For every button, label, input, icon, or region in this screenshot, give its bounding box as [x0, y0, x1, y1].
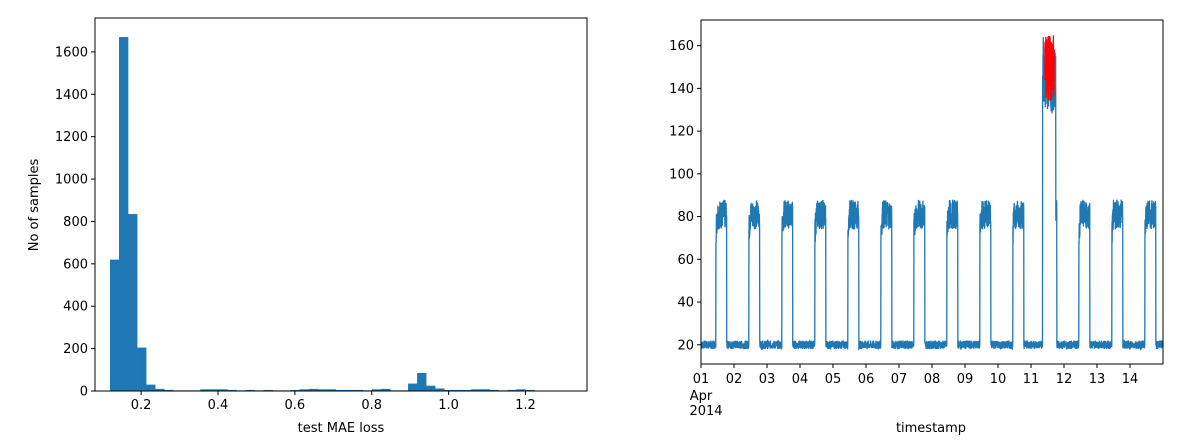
- histogram-y-ticks: 0 200 400 600 800 1000 1200 1400 1600: [55, 45, 95, 400]
- histogram-bar: [227, 389, 237, 391]
- timeseries-x-tick-label: 05: [825, 372, 842, 387]
- timeseries-x-tick-label: 08: [924, 372, 941, 387]
- histogram-bar: [164, 389, 174, 391]
- histogram-bar: [435, 388, 445, 391]
- timeseries-y-tick-label: 40: [677, 296, 694, 311]
- timeseries-x-tick-label: 14: [1122, 372, 1139, 387]
- histogram-bar: [353, 389, 364, 391]
- histogram-y-tick-label: 400: [63, 300, 88, 315]
- histogram-bar: [146, 384, 156, 391]
- timeseries-x-tick-label: 01: [693, 372, 710, 387]
- histogram-bar: [453, 389, 463, 391]
- histogram-bar: [462, 389, 472, 391]
- timeseries-x-tick-label: 07: [891, 372, 908, 387]
- histogram-bar: [308, 388, 319, 391]
- histogram-y-tick-label: 1200: [55, 130, 88, 145]
- histogram-bar: [317, 389, 328, 391]
- histogram-bar: [516, 389, 526, 391]
- timeseries-x-tick-label: 04: [792, 372, 809, 387]
- histogram-bar: [218, 389, 228, 391]
- histogram-x-axis-label: test MAE loss: [298, 421, 385, 436]
- histogram-y-tick-label: 0: [80, 385, 88, 400]
- timeseries-x-tick-label: 10: [990, 372, 1007, 387]
- timeseries-chart: 01 02 03 04 05 06 07 08 09 10 11 12 13 14 20 40 60 80 100…: [669, 19, 1164, 436]
- histogram-bar: [209, 389, 219, 391]
- histogram-bar: [417, 372, 427, 391]
- histogram-y-tick-label: 1400: [55, 88, 88, 103]
- histogram-x-ticks: 0.2 0.4 0.6 0.8 1.0 1.2: [131, 391, 536, 413]
- histogram-bar: [109, 259, 120, 391]
- histogram-y-tick-label: 800: [63, 215, 88, 230]
- histogram-y-tick-label: 600: [63, 257, 88, 272]
- timeseries-y-tick-label: 160: [669, 39, 694, 54]
- histogram-bar: [471, 389, 481, 391]
- histogram-bar: [371, 389, 382, 391]
- histogram-x-tick-label: 0.6: [285, 398, 306, 413]
- timeseries-x-axis-label: timestamp: [896, 421, 966, 436]
- histogram-bar: [480, 389, 490, 391]
- timeseries-x-tick-label: 03: [759, 372, 776, 387]
- histogram-bar: [380, 388, 391, 391]
- histogram-bar: [263, 389, 273, 391]
- histogram-bar: [326, 389, 337, 391]
- histogram-bar: [200, 389, 210, 391]
- timeseries-y-tick-label: 100: [669, 167, 694, 182]
- histogram-chart: 0.2 0.4 0.6 0.8 1.0 1.2 0 200 400 600 800 1000 1200…: [27, 17, 588, 436]
- timeseries-y-tick-label: 120: [669, 125, 694, 140]
- timeseries-x-ticks: 01 02 03 04 05 06 07 08 09 10 11 12 13 14: [693, 364, 1139, 387]
- histogram-bar: [137, 347, 147, 391]
- timeseries-line-normal: [700, 36, 1164, 351]
- histogram-y-tick-label: 1000: [55, 173, 88, 188]
- timeseries-x-tick-label: 09: [957, 372, 974, 387]
- histogram-y-tick-label: 1600: [55, 45, 88, 60]
- histogram-bar: [525, 389, 535, 391]
- timeseries-y-tick-label: 20: [677, 338, 694, 353]
- histogram-bars: [109, 37, 535, 392]
- histogram-bar: [444, 389, 454, 391]
- histogram-frame: [94, 17, 588, 392]
- histogram-x-tick-label: 1.0: [438, 398, 459, 413]
- timeseries-line-anomaly: [1044, 35, 1055, 101]
- histogram-bar: [155, 388, 165, 391]
- histogram-bar: [299, 389, 310, 391]
- histogram-bar: [128, 214, 138, 391]
- histogram-y-tick-label: 200: [63, 342, 88, 357]
- timeseries-x-tick-label: 13: [1089, 372, 1106, 387]
- timeseries-y-tick-label: 80: [677, 210, 694, 225]
- histogram-bar: [119, 37, 129, 392]
- histogram-x-tick-label: 0.4: [208, 398, 229, 413]
- histogram-bar: [408, 383, 418, 391]
- histogram-bar: [290, 389, 300, 391]
- histogram-bar: [489, 389, 499, 391]
- timeseries-x-tick-label: 06: [858, 372, 875, 387]
- timeseries-x-tick-label: 11: [1023, 372, 1040, 387]
- timeseries-lines: [700, 35, 1164, 351]
- timeseries-x-sublabel-year: 2014: [689, 404, 722, 419]
- timeseries-x-tick-label: 02: [726, 372, 743, 387]
- timeseries-y-tick-label: 60: [677, 253, 694, 268]
- timeseries-x-tick-label: 12: [1056, 372, 1073, 387]
- histogram-bar: [426, 385, 436, 391]
- timeseries-y-ticks: 20 40 60 80 100 120 140 160: [669, 39, 701, 353]
- histogram-bar: [335, 389, 346, 391]
- histogram-bar: [245, 389, 255, 391]
- histogram-x-tick-label: 0.2: [131, 398, 152, 413]
- histogram-x-tick-label: 1.2: [515, 398, 536, 413]
- timeseries-frame: [700, 19, 1164, 365]
- histogram-x-tick-label: 0.8: [361, 398, 382, 413]
- histogram-bar: [507, 389, 517, 391]
- timeseries-x-sublabel-month: Apr: [690, 389, 713, 404]
- histogram-bar: [344, 389, 355, 391]
- timeseries-y-tick-label: 140: [669, 82, 694, 97]
- histogram-y-axis-label: No of samples: [27, 159, 42, 252]
